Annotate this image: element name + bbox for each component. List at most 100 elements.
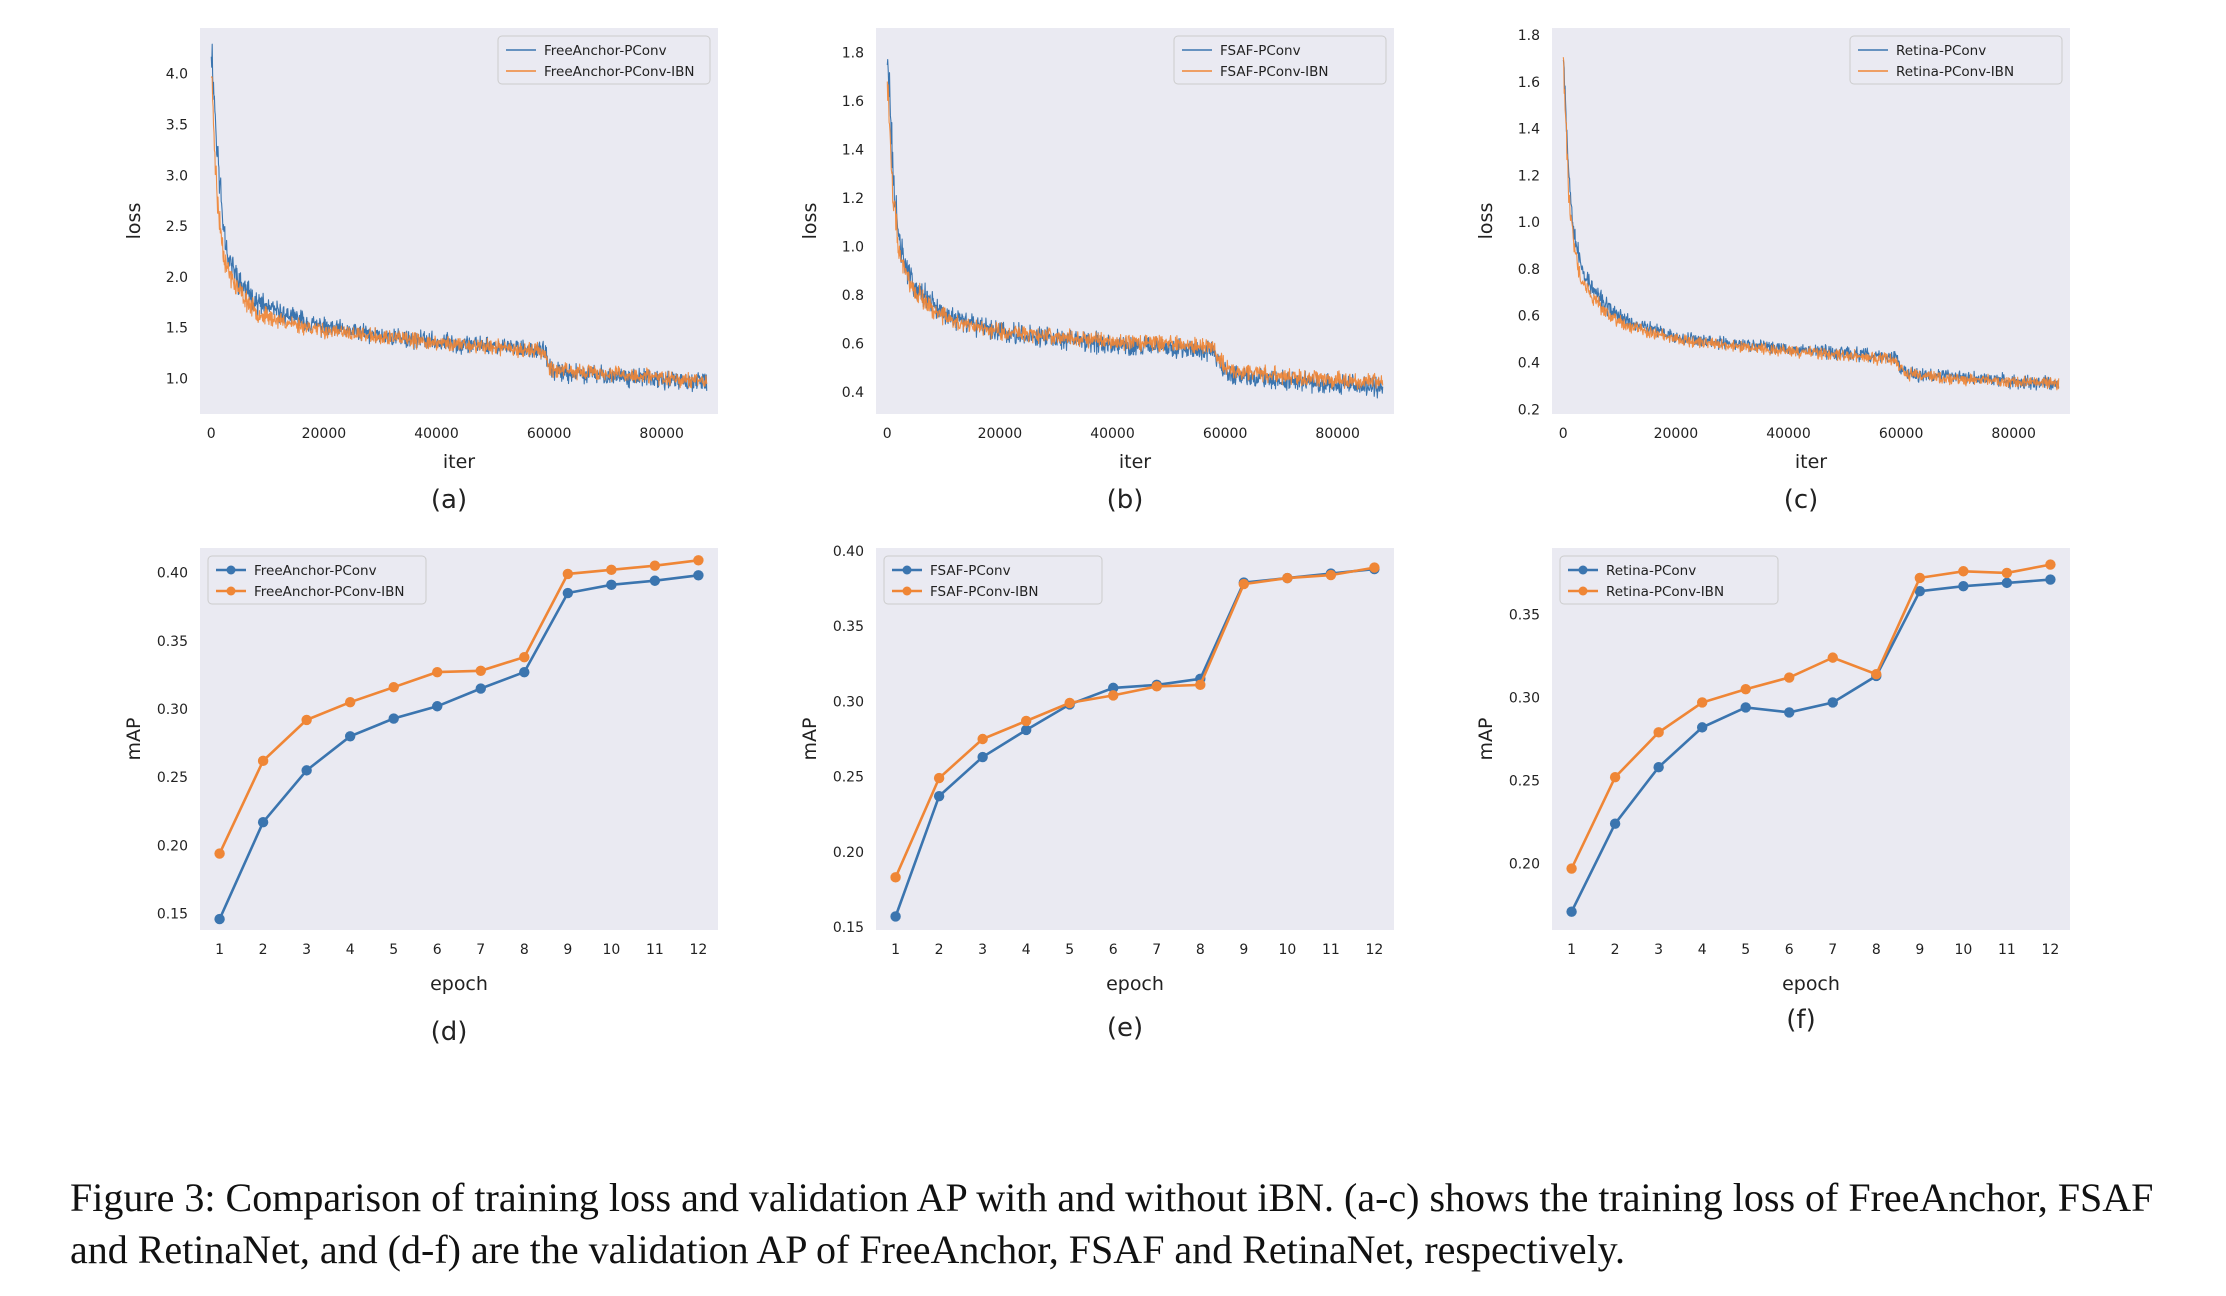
x-tick-label: 40000 — [1090, 426, 1135, 442]
map-line — [218, 574, 699, 920]
x-tick-label: 80000 — [1991, 426, 2036, 442]
y-tick-label: 0.15 — [833, 920, 864, 936]
y-tick-label: 0.25 — [1509, 774, 1540, 790]
data-point — [693, 555, 704, 566]
y-tick-label: 1.2 — [842, 191, 864, 207]
figure-caption: Figure 3: Comparison of training loss an… — [70, 1175, 2154, 1272]
legend-marker — [902, 586, 912, 596]
y-tick-label: 1.0 — [842, 239, 864, 255]
series-retina-pconv — [1566, 574, 2056, 917]
chart-c: 0.2 0.4 0.6 0.8 1.0 1.2 1.4 1.6 1.8 0 20000 40000 60… — [1475, 28, 2070, 515]
x-tick-label: 7 — [1828, 942, 1837, 958]
y-tick-label: 1.6 — [842, 94, 864, 110]
data-point — [562, 568, 574, 580]
x-tick-label: 4 — [346, 942, 355, 958]
series-freeanchor-pconv-ibn — [210, 76, 708, 389]
x-tick-label: 7 — [476, 942, 485, 958]
data-point — [977, 751, 988, 763]
data-point — [1871, 669, 1882, 680]
x-tick-label: 1 — [891, 942, 900, 958]
x-tick-label: 0 — [207, 426, 216, 442]
data-point — [1108, 682, 1119, 694]
data-point — [301, 765, 312, 776]
legend-box — [1559, 555, 1779, 605]
data-point — [2045, 559, 2056, 570]
chart-a: 1.0 1.5 2.0 2.5 3.0 3.5 4.0 0 20000 40000 60000 800… — [123, 28, 718, 515]
x-axis-label: iter — [1795, 451, 1827, 473]
data-point — [977, 733, 988, 745]
plot-area — [200, 28, 718, 414]
y-tick-label: 4.0 — [166, 67, 188, 83]
x-tick-label: 60000 — [1203, 426, 1248, 442]
data-point — [1958, 566, 1969, 577]
legend-marker — [1578, 586, 1588, 596]
legend: FSAF-PConv FSAF-PConv-IBN — [1173, 35, 1387, 85]
legend: FreeAnchor-PConv FreeAnchor-PConv-IBN — [207, 555, 427, 605]
data-point — [2001, 567, 2013, 579]
legend-box — [1849, 35, 2063, 85]
legend-entry: FreeAnchor-PConv-IBN — [254, 584, 404, 600]
data-point — [432, 666, 443, 678]
x-tick-label: 5 — [1065, 942, 1074, 958]
x-tick-label: 80000 — [1315, 426, 1360, 442]
y-tick-label: 0.20 — [157, 838, 188, 854]
legend: FSAF-PConv FSAF-PConv-IBN — [883, 555, 1103, 605]
x-tick-label: 1 — [1567, 942, 1576, 958]
y-axis-label: loss — [1475, 203, 1497, 240]
y-tick-label: 0.25 — [833, 770, 864, 786]
data-point — [257, 755, 269, 767]
y-tick-label: 0.8 — [1518, 262, 1540, 278]
data-point — [475, 665, 486, 676]
chart-b: 0.4 0.6 0.8 1.0 1.2 1.4 1.6 1.8 0 20000 40000 60000… — [799, 28, 1394, 515]
data-point — [606, 579, 617, 591]
legend: FreeAnchor-PConv FreeAnchor-PConv-IBN — [497, 35, 711, 85]
data-point — [1609, 818, 1621, 829]
legend: Retina-PConv Retina-PConv-IBN — [1559, 555, 1779, 605]
x-tick-label: 3 — [1654, 942, 1663, 958]
subfigure-label: (d) — [431, 1017, 468, 1047]
legend-entry: Retina-PConv — [1606, 563, 1696, 579]
y-tick-label: 0.4 — [842, 385, 864, 401]
data-point — [649, 560, 661, 571]
x-tick-label: 3 — [978, 942, 987, 958]
plot-area — [1552, 548, 2070, 930]
data-point — [388, 713, 399, 724]
legend-entry: FSAF-PConv-IBN — [1220, 64, 1328, 80]
data-point — [214, 848, 225, 859]
data-point — [1696, 697, 1708, 708]
y-tick-label: 1.0 — [166, 371, 188, 387]
data-point — [693, 570, 704, 581]
data-point — [933, 772, 945, 784]
data-point — [890, 872, 901, 883]
data-point — [214, 913, 225, 925]
data-point — [1914, 572, 1926, 584]
y-tick-label: 2.0 — [166, 270, 188, 286]
x-tick-label: 11 — [646, 942, 664, 958]
x-tick-label: 40000 — [414, 426, 459, 442]
chart-f: 0.200.250.300.351 2 3 4 5 6 7 8 9 10 11 12epochmAP(… — [1475, 548, 2070, 1035]
data-point — [1958, 581, 1969, 592]
data-point — [301, 714, 312, 726]
data-point — [432, 701, 443, 712]
data-point — [1151, 681, 1162, 692]
data-point — [1827, 652, 1838, 663]
y-tick-label: 1.4 — [842, 142, 864, 158]
x-axis-label: iter — [443, 451, 475, 473]
x-tick-label: 4 — [1022, 942, 1031, 958]
data-point — [1369, 562, 1380, 573]
x-tick-label: 3 — [302, 942, 311, 958]
data-point — [1020, 724, 1032, 736]
y-tick-label: 1.6 — [1518, 75, 1540, 91]
data-point — [519, 651, 530, 663]
x-axis-label: epoch — [430, 973, 488, 995]
data-point — [606, 564, 617, 576]
data-point — [1282, 572, 1293, 584]
data-point — [1566, 906, 1577, 917]
data-point — [1740, 702, 1751, 713]
loss-curve — [210, 76, 708, 389]
data-point — [1653, 762, 1664, 773]
x-tick-label: 60000 — [527, 426, 572, 442]
series-retina-pconv-ibn — [1566, 559, 2056, 874]
x-axis-label: epoch — [1782, 973, 1840, 995]
x-tick-label: 11 — [1998, 942, 2016, 958]
